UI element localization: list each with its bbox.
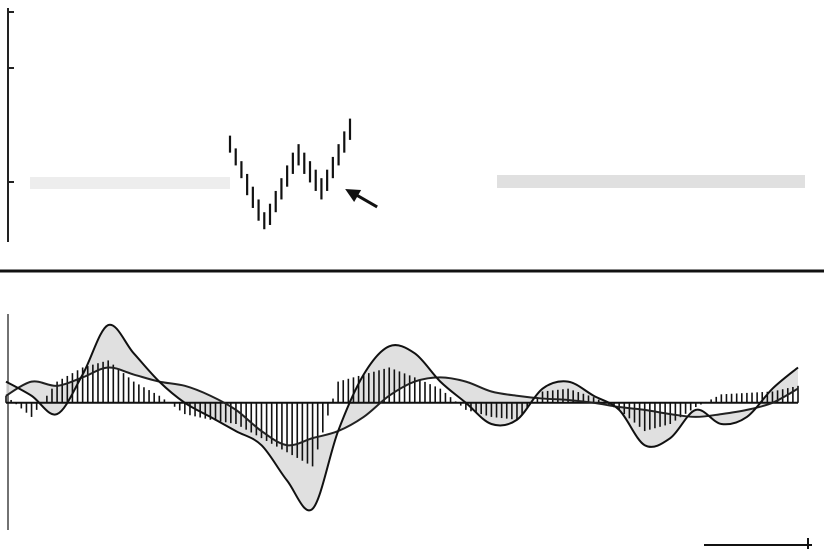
oscillator-fast-line (5, 323, 799, 512)
annotation-arrow-head (345, 188, 362, 202)
price-band-left (30, 177, 230, 189)
price-annotation (345, 188, 378, 209)
price-panel (7, 8, 805, 242)
price-bars (228, 118, 352, 230)
oscillator-slow-line (5, 366, 799, 447)
oscillator-panel (5, 314, 799, 530)
oscillator-fill (6, 324, 798, 511)
price-band-right (497, 175, 805, 188)
